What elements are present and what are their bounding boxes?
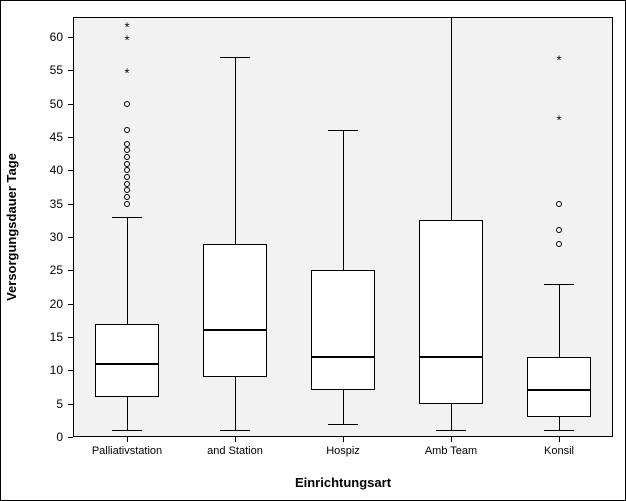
x-tick-mark bbox=[451, 437, 452, 442]
whisker-cap bbox=[220, 57, 250, 58]
y-tick-label: 10 bbox=[50, 363, 63, 377]
whisker-cap bbox=[220, 430, 250, 431]
y-tick-mark bbox=[68, 304, 73, 305]
outlier-circle-icon bbox=[556, 227, 562, 233]
x-tick-label: Palliativstation bbox=[92, 445, 162, 457]
whisker-line bbox=[127, 397, 128, 430]
whisker-line bbox=[451, 17, 452, 220]
median-line bbox=[419, 356, 484, 358]
outlier-circle-icon bbox=[124, 194, 130, 200]
y-tick-mark bbox=[68, 337, 73, 338]
outlier-circle-icon bbox=[124, 154, 130, 160]
y-tick-mark bbox=[68, 204, 73, 205]
whisker-cap bbox=[436, 430, 466, 431]
whisker-cap bbox=[544, 284, 574, 285]
chart-frame: Versorgungsdauer Tage Einrichtungsart 0 5… bbox=[0, 0, 626, 501]
x-tick-mark bbox=[127, 437, 128, 442]
y-tick-mark bbox=[68, 437, 73, 438]
whisker-line bbox=[235, 57, 236, 244]
median-line bbox=[95, 363, 160, 365]
y-tick-label: 5 bbox=[56, 397, 63, 411]
median-line bbox=[203, 329, 268, 331]
outlier-circle-icon bbox=[124, 174, 130, 180]
whisker-cap bbox=[544, 430, 574, 431]
y-tick-label: 20 bbox=[50, 297, 63, 311]
outlier-circle-icon bbox=[124, 147, 130, 153]
x-tick-label: Konsil bbox=[544, 445, 574, 457]
y-tick-label: 15 bbox=[50, 330, 63, 344]
y-tick-mark bbox=[68, 70, 73, 71]
outlier-circle-icon bbox=[124, 141, 130, 147]
x-tick-label: and Station bbox=[207, 445, 263, 457]
median-line bbox=[311, 356, 376, 358]
whisker-line bbox=[559, 284, 560, 357]
y-tick-mark bbox=[68, 104, 73, 105]
x-axis-title: Einrichtungsart bbox=[295, 475, 391, 490]
y-tick-mark bbox=[68, 370, 73, 371]
y-tick-label: 0 bbox=[56, 430, 63, 444]
y-tick-mark bbox=[68, 170, 73, 171]
y-tick-label: 45 bbox=[50, 130, 63, 144]
y-tick-label: 25 bbox=[50, 263, 63, 277]
box bbox=[95, 324, 160, 397]
outlier-circle-icon bbox=[124, 187, 130, 193]
y-tick-label: 40 bbox=[50, 163, 63, 177]
outlier-circle-icon bbox=[124, 127, 130, 133]
y-tick-mark bbox=[68, 270, 73, 271]
outlier-star-icon: * bbox=[124, 67, 129, 80]
y-tick-label: 55 bbox=[50, 63, 63, 77]
y-tick-mark bbox=[68, 237, 73, 238]
outlier-star-icon: * bbox=[124, 20, 129, 33]
whisker-line bbox=[127, 217, 128, 324]
outlier-circle-icon bbox=[556, 201, 562, 207]
outlier-circle-icon bbox=[556, 241, 562, 247]
whisker-cap bbox=[328, 424, 358, 425]
outlier-circle-icon bbox=[124, 101, 130, 107]
x-tick-mark bbox=[559, 437, 560, 442]
y-tick-label: 30 bbox=[50, 230, 63, 244]
whisker-line bbox=[343, 130, 344, 270]
x-tick-mark bbox=[343, 437, 344, 442]
y-tick-label: 50 bbox=[50, 97, 63, 111]
y-tick-label: 60 bbox=[50, 30, 63, 44]
whisker-line bbox=[451, 404, 452, 431]
outlier-circle-icon bbox=[124, 167, 130, 173]
outlier-circle-icon bbox=[124, 161, 130, 167]
whisker-cap bbox=[112, 217, 142, 218]
box bbox=[203, 244, 268, 377]
y-axis-title: Versorgungsdauer Tage bbox=[4, 153, 19, 301]
whisker-cap bbox=[436, 17, 466, 18]
y-tick-mark bbox=[68, 404, 73, 405]
y-tick-label: 35 bbox=[50, 197, 63, 211]
whisker-cap bbox=[112, 430, 142, 431]
x-tick-label: Hospiz bbox=[326, 445, 360, 457]
box bbox=[419, 220, 484, 403]
whisker-line bbox=[559, 417, 560, 430]
box bbox=[527, 357, 592, 417]
y-tick-mark bbox=[68, 37, 73, 38]
box bbox=[311, 270, 376, 390]
outlier-star-icon: * bbox=[124, 34, 129, 47]
x-tick-label: Amb Team bbox=[425, 445, 477, 457]
outlier-star-icon: * bbox=[556, 114, 561, 127]
whisker-line bbox=[343, 390, 344, 423]
outlier-circle-icon bbox=[124, 181, 130, 187]
median-line bbox=[527, 389, 592, 391]
whisker-line bbox=[235, 377, 236, 430]
x-tick-mark bbox=[235, 437, 236, 442]
y-tick-mark bbox=[68, 137, 73, 138]
outlier-star-icon: * bbox=[556, 54, 561, 67]
outlier-circle-icon bbox=[124, 201, 130, 207]
whisker-cap bbox=[328, 130, 358, 131]
